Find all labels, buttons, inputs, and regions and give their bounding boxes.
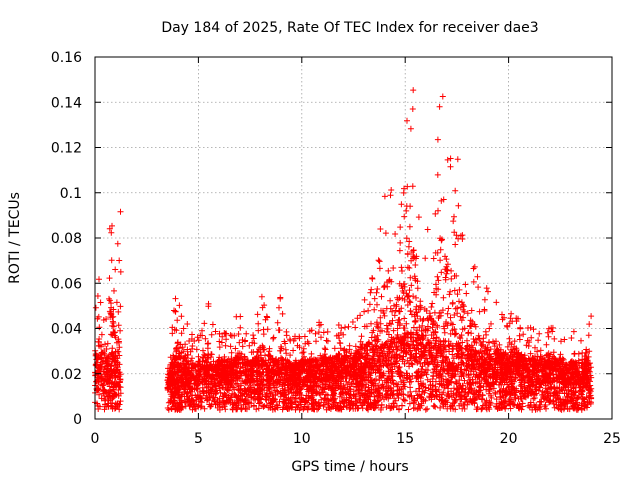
x-tick-label: 5 [194,431,203,447]
y-tick-label: 0.08 [51,231,82,247]
data-points [92,87,595,413]
y-tick-label: 0 [73,412,82,428]
y-tick-label: 0.16 [51,50,82,66]
x-tick-label: 0 [91,431,100,447]
y-axis-ticks: 0 0.02 0.04 0.06 0.08 0.1 0.12 0.14 0.16 [51,50,612,428]
x-tick-label: 10 [293,431,311,447]
chart-title: Day 184 of 2025, Rate Of TEC Index for r… [161,20,538,36]
roti-points [92,87,595,413]
y-tick-label: 0.06 [51,276,82,292]
x-axis-label: GPS time / hours [291,459,408,475]
y-tick-label: 0.14 [51,95,82,111]
y-tick-label: 0.04 [51,322,82,338]
y-axis-label: ROTI / TECUs [7,192,23,284]
y-tick-label: 0.02 [51,367,82,383]
x-tick-label: 15 [396,431,414,447]
y-tick-label: 0.1 [60,186,82,202]
x-tick-label: 20 [500,431,518,447]
x-axis-ticks: 0 5 10 15 20 25 [91,57,621,447]
x-tick-label: 25 [603,431,621,447]
y-tick-label: 0.12 [51,141,82,157]
